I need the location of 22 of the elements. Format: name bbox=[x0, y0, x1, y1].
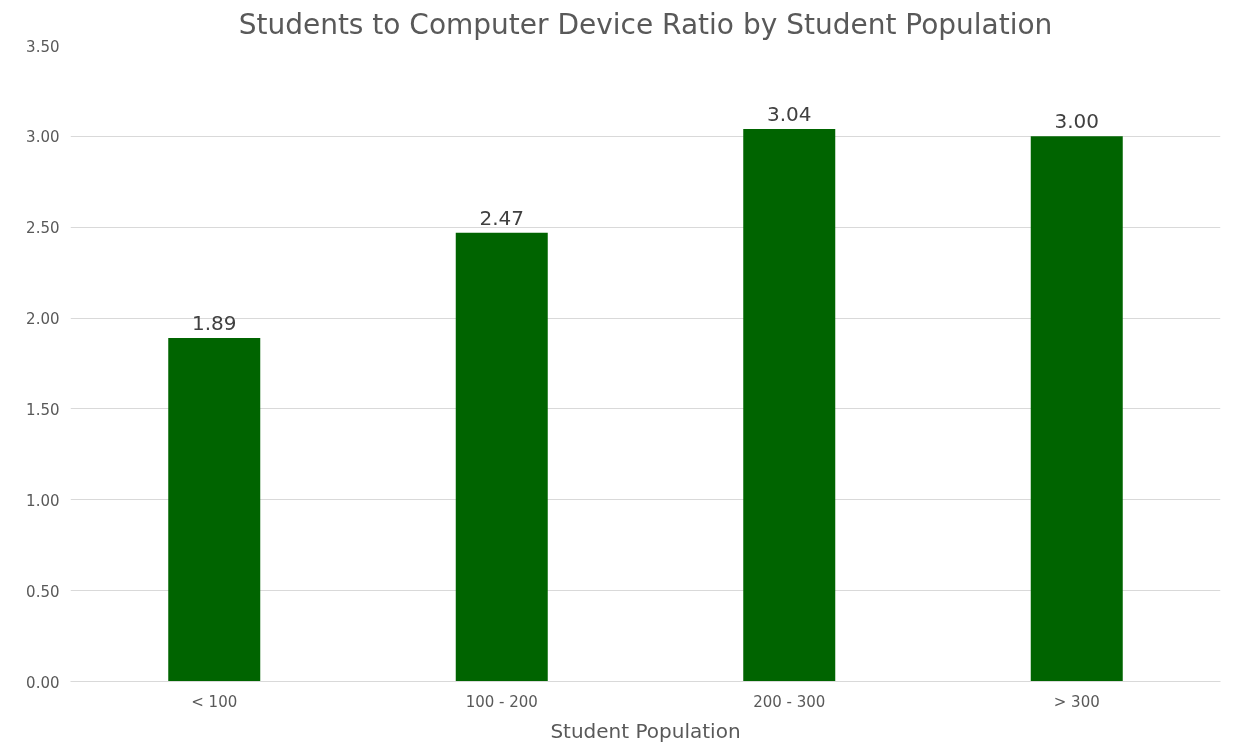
bar bbox=[455, 232, 548, 682]
x-tick-label: 100 - 200 bbox=[465, 692, 538, 711]
y-tick-label: 1.50 bbox=[26, 400, 60, 419]
chart-title: Students to Computer Device Ratio by Student Population bbox=[238, 7, 1053, 41]
y-tick-label: 2.50 bbox=[26, 219, 60, 238]
x-tick-label: < 100 bbox=[191, 692, 238, 711]
bar bbox=[1030, 136, 1123, 682]
x-tick-label: > 300 bbox=[1053, 692, 1100, 711]
data-label: 3.00 bbox=[1054, 109, 1100, 134]
y-tick-label: 0.00 bbox=[26, 673, 60, 692]
data-label: 1.89 bbox=[191, 311, 237, 336]
y-tick-label: 3.50 bbox=[26, 37, 60, 56]
data-label: 2.47 bbox=[479, 205, 525, 230]
bar bbox=[168, 338, 261, 682]
x-axis-title: Student Population bbox=[550, 718, 741, 743]
y-tick-label: 3.00 bbox=[26, 128, 60, 147]
y-tick-label: 1.00 bbox=[26, 491, 60, 510]
x-tick-label: 200 - 300 bbox=[753, 692, 826, 711]
bar bbox=[743, 129, 836, 682]
y-tick-label: 2.00 bbox=[26, 310, 60, 329]
data-label: 3.04 bbox=[766, 102, 812, 127]
y-tick-label: 0.50 bbox=[26, 582, 60, 601]
